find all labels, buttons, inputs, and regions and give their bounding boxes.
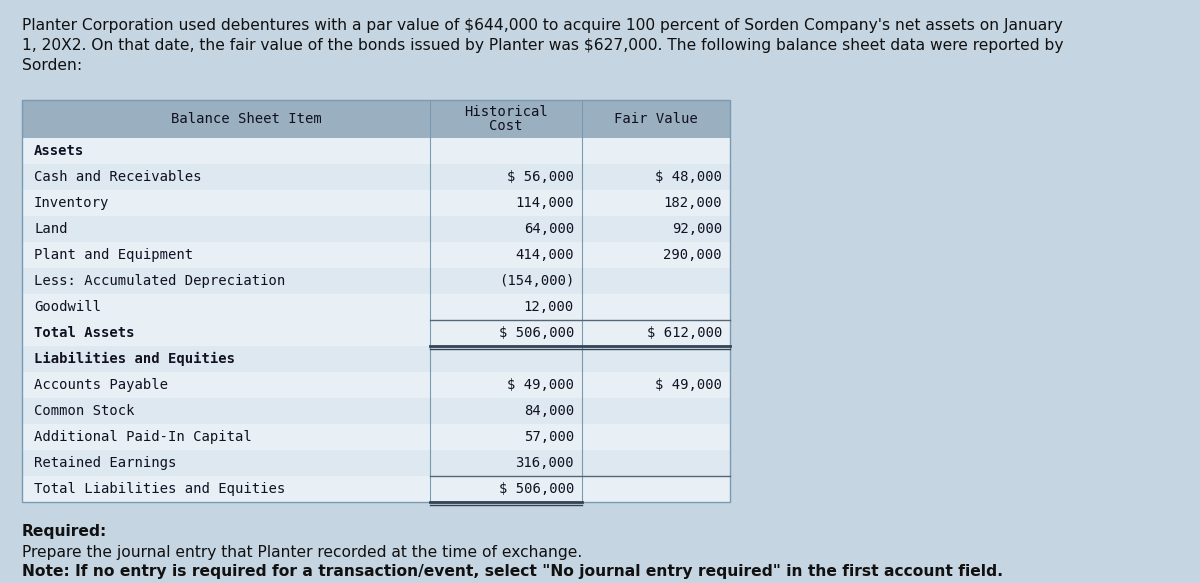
Text: Common Stock: Common Stock (34, 404, 134, 418)
Text: $ 506,000: $ 506,000 (499, 482, 574, 496)
Text: Cost: Cost (490, 119, 523, 133)
Text: Total Liabilities and Equities: Total Liabilities and Equities (34, 482, 286, 496)
Text: Sorden:: Sorden: (22, 58, 82, 73)
Text: 92,000: 92,000 (672, 222, 722, 236)
Text: 84,000: 84,000 (523, 404, 574, 418)
Text: Land: Land (34, 222, 67, 236)
Text: Cash and Receivables: Cash and Receivables (34, 170, 202, 184)
Text: Fair Value: Fair Value (614, 112, 698, 126)
Bar (22, 346, 730, 372)
Text: 182,000: 182,000 (664, 196, 722, 210)
Bar (22, 476, 730, 502)
Bar (22, 294, 730, 320)
Text: 12,000: 12,000 (523, 300, 574, 314)
Text: Prepare the journal entry that Planter recorded at the time of exchange.: Prepare the journal entry that Planter r… (22, 545, 582, 560)
Bar (22, 268, 730, 294)
Bar (22, 372, 730, 398)
Text: 1, 20X2. On that date, the fair value of the bonds issued by Planter was $627,00: 1, 20X2. On that date, the fair value of… (22, 38, 1063, 53)
Text: Planter Corporation used debentures with a par value of $644,000 to acquire 100 : Planter Corporation used debentures with… (22, 18, 1063, 33)
Text: Plant and Equipment: Plant and Equipment (34, 248, 193, 262)
Text: Less: Accumulated Depreciation: Less: Accumulated Depreciation (34, 274, 286, 288)
Text: Balance Sheet Item: Balance Sheet Item (170, 112, 322, 126)
Text: Note: If no entry is required for a transaction/event, select "No journal entry : Note: If no entry is required for a tran… (22, 564, 1003, 579)
Text: (154,000): (154,000) (499, 274, 574, 288)
Text: 414,000: 414,000 (515, 248, 574, 262)
Text: Historical: Historical (464, 105, 548, 119)
Bar (22, 100, 730, 138)
Text: $ 612,000: $ 612,000 (647, 326, 722, 340)
Text: 290,000: 290,000 (664, 248, 722, 262)
Text: Assets: Assets (34, 144, 84, 158)
Text: $ 506,000: $ 506,000 (499, 326, 574, 340)
Text: Total Assets: Total Assets (34, 326, 134, 340)
Text: Goodwill: Goodwill (34, 300, 101, 314)
Text: 57,000: 57,000 (523, 430, 574, 444)
Text: $ 56,000: $ 56,000 (508, 170, 574, 184)
Bar (22, 164, 730, 190)
Bar (22, 216, 730, 242)
Bar (22, 320, 730, 346)
Text: $ 48,000: $ 48,000 (655, 170, 722, 184)
Bar (22, 242, 730, 268)
Text: 316,000: 316,000 (515, 456, 574, 470)
Text: Liabilities and Equities: Liabilities and Equities (34, 352, 235, 366)
Bar (22, 138, 730, 164)
Text: $ 49,000: $ 49,000 (655, 378, 722, 392)
Text: Accounts Payable: Accounts Payable (34, 378, 168, 392)
Text: 114,000: 114,000 (515, 196, 574, 210)
Bar (22, 424, 730, 450)
Text: 64,000: 64,000 (523, 222, 574, 236)
Bar (22, 450, 730, 476)
Text: $ 49,000: $ 49,000 (508, 378, 574, 392)
Text: Retained Earnings: Retained Earnings (34, 456, 176, 470)
Text: Inventory: Inventory (34, 196, 109, 210)
Text: Required:: Required: (22, 524, 107, 539)
Text: Additional Paid-In Capital: Additional Paid-In Capital (34, 430, 252, 444)
Bar (22, 398, 730, 424)
Bar (22, 190, 730, 216)
Bar (22, 100, 730, 502)
